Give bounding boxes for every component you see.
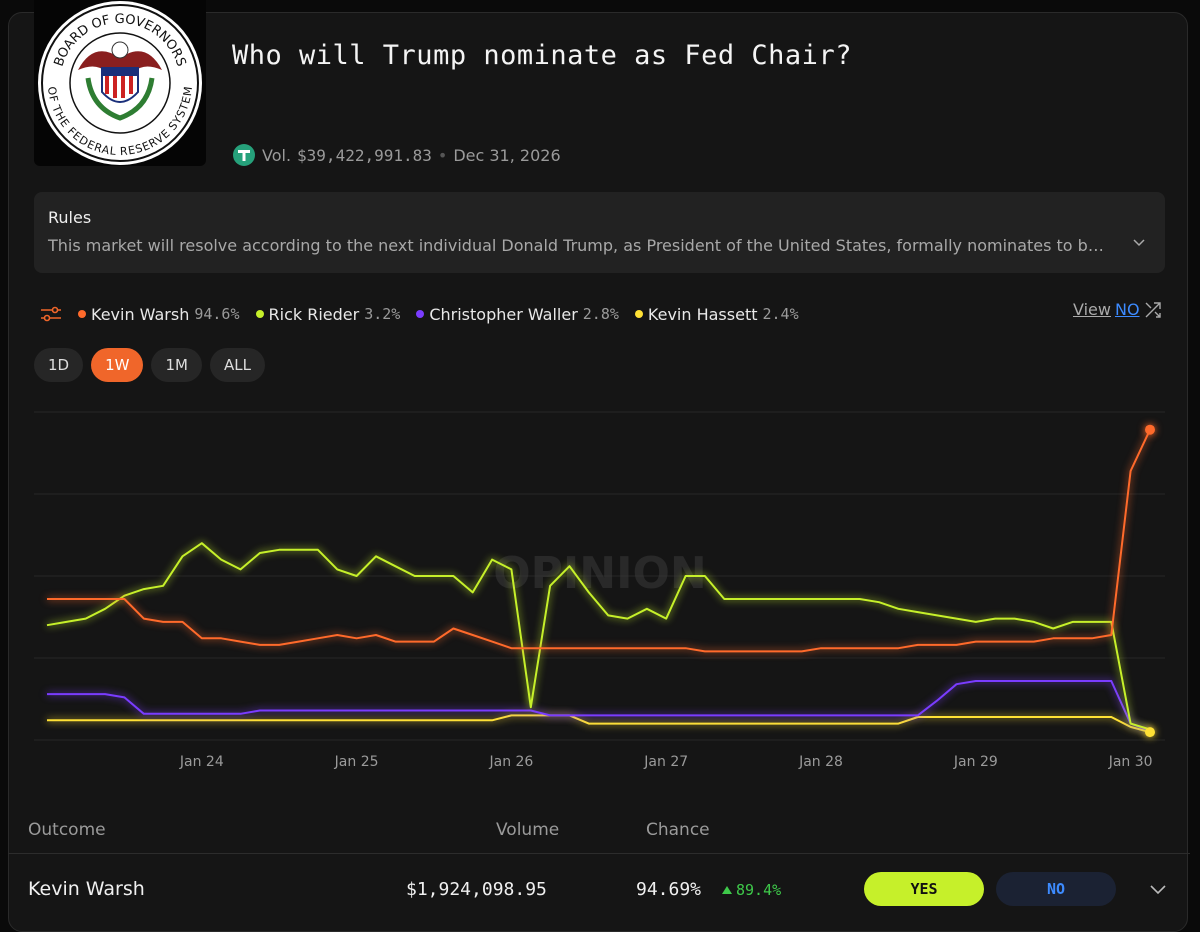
header-volume: Volume bbox=[496, 820, 560, 840]
row-change: 89.4% bbox=[722, 881, 781, 899]
divider bbox=[8, 853, 1190, 854]
no-button[interactable]: NO bbox=[996, 872, 1116, 906]
volume-line: Vol. $39,422,991.83 • Dec 31, 2026 bbox=[232, 143, 561, 167]
legend-dot bbox=[78, 310, 86, 318]
end-date: Dec 31, 2026 bbox=[453, 145, 561, 165]
view-toggle[interactable]: View NO bbox=[1073, 300, 1162, 319]
legend-item[interactable]: Kevin Hassett 2.4% bbox=[634, 304, 799, 324]
legend-value: 2.4% bbox=[762, 305, 799, 323]
legend-name: Rick Rieder bbox=[268, 304, 360, 324]
legend-name: Christopher Waller bbox=[429, 304, 578, 324]
legend-name: Kevin Hassett bbox=[647, 304, 758, 324]
fed-seal: BOARD OF GOVERNORS OF THE FEDERAL RESERV… bbox=[38, 1, 202, 165]
range-buttons: 1D 1W 1M ALL bbox=[34, 348, 265, 382]
yes-button[interactable]: YES bbox=[864, 872, 984, 906]
volume: $39,422,991.83 bbox=[297, 145, 432, 165]
filter-icon[interactable] bbox=[40, 304, 62, 324]
legend-item[interactable]: Christopher Waller 2.8% bbox=[416, 305, 619, 324]
range-button[interactable]: ALL bbox=[209, 348, 265, 382]
range-button[interactable]: 1M bbox=[151, 348, 202, 382]
legend: Kevin Warsh 94.6% Rick Rieder 3.2% Christoph… bbox=[40, 304, 799, 324]
range-button[interactable]: 1W bbox=[91, 348, 144, 382]
legend-item[interactable]: Kevin Warsh 94.6% bbox=[78, 305, 240, 324]
rules-box[interactable]: Rules This market will resolve according… bbox=[34, 192, 1165, 273]
expand-chevron[interactable] bbox=[1132, 236, 1146, 250]
legend-name: Kevin Warsh bbox=[91, 304, 190, 324]
rules-text: This market will resolve according to th… bbox=[48, 236, 1104, 255]
legend-dot bbox=[634, 310, 643, 318]
range-button[interactable]: 1D bbox=[34, 348, 84, 382]
tether-icon bbox=[233, 144, 255, 166]
row-chance: 94.69% bbox=[636, 879, 702, 900]
view-label: View bbox=[1073, 300, 1111, 319]
legend-dot bbox=[255, 310, 264, 318]
market-title: Who will Trump nominate as Fed Chair? bbox=[232, 40, 852, 71]
logo: BOARD OF GOVERNORS OF THE FEDERAL RESERV… bbox=[34, 0, 206, 166]
legend-item[interactable]: Rick Rieder 3.2% bbox=[255, 304, 401, 324]
rules-title: Rules bbox=[48, 208, 92, 227]
page: Fed Chair market html, body { margin: 0;… bbox=[8, 0, 1190, 932]
up-arrow bbox=[722, 886, 732, 894]
volume-prefix: Vol. bbox=[262, 145, 292, 165]
legend-value: 94.6% bbox=[194, 305, 240, 323]
row-chevron[interactable] bbox=[1150, 884, 1166, 896]
view-option: NO bbox=[1114, 300, 1140, 319]
header-outcome: Outcome bbox=[28, 820, 106, 840]
legend-value: 3.2% bbox=[364, 305, 401, 323]
change-value: 89.4% bbox=[736, 881, 782, 899]
header-chance: Chance bbox=[646, 820, 710, 840]
row-outcome: Kevin Warsh bbox=[28, 878, 145, 900]
legend-value: 2.8% bbox=[582, 305, 619, 323]
legend-dot bbox=[416, 310, 425, 318]
swap-icon bbox=[1145, 301, 1161, 318]
body: {"header": {"logo_text_top": "BOARD OF G… bbox=[8, 0, 1190, 932]
row-volume: $1,924,098.95 bbox=[406, 879, 547, 900]
separator: • bbox=[437, 145, 448, 165]
